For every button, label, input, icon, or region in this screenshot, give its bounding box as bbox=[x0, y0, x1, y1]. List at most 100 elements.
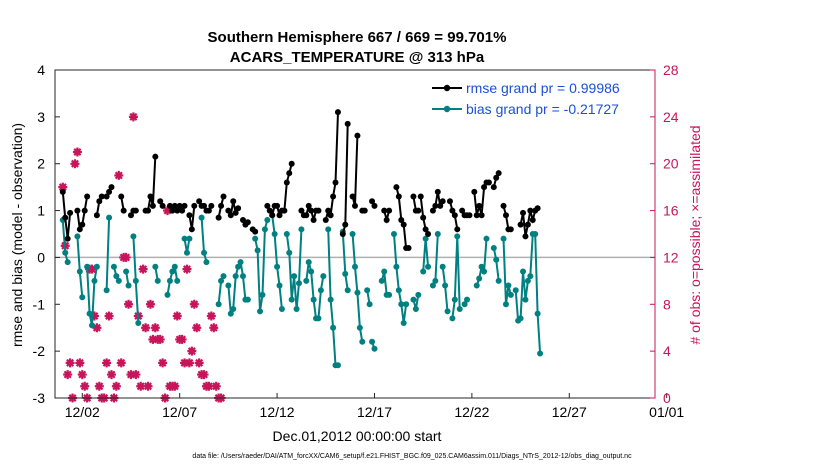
bias-point bbox=[261, 226, 268, 233]
bias-point bbox=[422, 235, 429, 242]
rmse-point bbox=[274, 202, 281, 209]
bias-point bbox=[454, 233, 461, 240]
rmse-point bbox=[500, 202, 507, 209]
rmse-point bbox=[76, 226, 83, 233]
rmse-point bbox=[322, 216, 329, 223]
rmse-point bbox=[303, 212, 310, 219]
rmse-line bbox=[61, 191, 72, 239]
rmse-point bbox=[230, 198, 237, 205]
rmse-point bbox=[59, 188, 66, 195]
rmse-point bbox=[176, 202, 183, 209]
bias-point bbox=[356, 324, 363, 331]
bias-point bbox=[232, 273, 239, 280]
rmse-point bbox=[298, 207, 305, 214]
rmse-point bbox=[169, 207, 176, 214]
bias-point bbox=[79, 294, 86, 301]
bias-point bbox=[449, 315, 456, 322]
obs-assimilated-marker bbox=[92, 323, 102, 333]
y-tick-label: -3 bbox=[33, 390, 46, 406]
bias-point bbox=[434, 231, 441, 237]
obs-assimilated-marker bbox=[209, 323, 219, 333]
obs-assimilated-marker bbox=[104, 311, 114, 321]
bias-point bbox=[74, 233, 81, 240]
rmse-point bbox=[354, 132, 361, 139]
y-tick-label: -2 bbox=[33, 343, 46, 359]
obs-assimilated-marker bbox=[177, 334, 187, 344]
bias-point bbox=[303, 277, 310, 284]
x-tick-label: 01/01 bbox=[649, 404, 684, 420]
legend-bias-label: bias grand pr = -0.21727 bbox=[466, 101, 619, 117]
rmse-point bbox=[410, 193, 417, 200]
rmse-point bbox=[186, 212, 193, 219]
obs-assimilated-marker bbox=[80, 381, 90, 391]
rmse-point bbox=[269, 212, 276, 219]
bias-point bbox=[288, 296, 295, 303]
bias-point bbox=[239, 273, 246, 280]
rmse-point bbox=[490, 184, 497, 191]
obs-assimilated-marker bbox=[121, 252, 131, 262]
bias-point bbox=[527, 273, 534, 280]
obs-assimilated-marker bbox=[184, 358, 194, 368]
bias-point bbox=[252, 235, 259, 242]
bias-point bbox=[93, 263, 100, 270]
obs-assimilated-marker bbox=[77, 370, 87, 380]
legend-rmse-label: rmse grand pr = 0.99986 bbox=[466, 80, 620, 96]
rmse-point bbox=[225, 207, 232, 214]
obs-assimilated-marker bbox=[70, 159, 80, 169]
bias-point bbox=[183, 249, 190, 256]
rmse-point bbox=[361, 207, 368, 214]
rmse-point bbox=[449, 207, 456, 214]
rmse-point bbox=[283, 179, 290, 186]
bias-point bbox=[257, 308, 264, 315]
rmse-point bbox=[84, 193, 91, 200]
bias-point bbox=[390, 231, 397, 237]
bias-point bbox=[154, 277, 161, 284]
rmse-point bbox=[196, 198, 203, 205]
rmse-point bbox=[485, 179, 492, 186]
obs-assimilated-marker bbox=[111, 381, 121, 391]
x-tick-label: 12/22 bbox=[454, 404, 489, 420]
rmse-point bbox=[471, 188, 478, 195]
rmse-point bbox=[188, 226, 195, 233]
obs-assimilated-marker bbox=[192, 323, 202, 333]
rmse-point bbox=[232, 209, 239, 216]
rmse-point bbox=[145, 207, 152, 214]
bias-point bbox=[524, 277, 531, 284]
rmse-point bbox=[208, 202, 215, 209]
rmse-point bbox=[120, 207, 127, 214]
rmse-point bbox=[171, 202, 178, 209]
bias-point bbox=[132, 277, 139, 284]
rmse-point bbox=[473, 212, 480, 219]
bias-point bbox=[517, 315, 524, 322]
rmse-point bbox=[81, 207, 88, 214]
rmse-point bbox=[493, 174, 500, 181]
rmse-point bbox=[166, 202, 173, 209]
rmse-point bbox=[342, 221, 349, 228]
rmse-point bbox=[74, 207, 81, 214]
bias-point bbox=[317, 287, 324, 294]
rmse-point bbox=[400, 221, 407, 228]
y2-tick-label: 12 bbox=[663, 249, 679, 265]
bias-point bbox=[534, 310, 541, 317]
rmse-point bbox=[517, 221, 524, 228]
bias-point bbox=[451, 296, 458, 303]
bias-line bbox=[393, 233, 408, 324]
y2-tick-label: 0 bbox=[663, 390, 671, 406]
rmse-point bbox=[103, 193, 110, 200]
bias-point bbox=[295, 280, 302, 287]
bias-point bbox=[425, 263, 432, 270]
rmse-point bbox=[520, 209, 527, 216]
bias-point bbox=[276, 282, 283, 289]
rmse-point bbox=[325, 207, 332, 214]
rmse-point bbox=[252, 228, 259, 235]
bias-point bbox=[152, 263, 159, 270]
bias-point bbox=[291, 273, 298, 280]
bias-point bbox=[230, 305, 237, 312]
bias-point bbox=[274, 263, 281, 270]
bias-point bbox=[76, 268, 83, 275]
y2-tick-label: 20 bbox=[663, 156, 679, 172]
bias-point bbox=[364, 287, 371, 294]
bias-point bbox=[371, 345, 378, 352]
bias-point bbox=[378, 277, 385, 284]
obs-assimilated-marker bbox=[170, 381, 180, 391]
